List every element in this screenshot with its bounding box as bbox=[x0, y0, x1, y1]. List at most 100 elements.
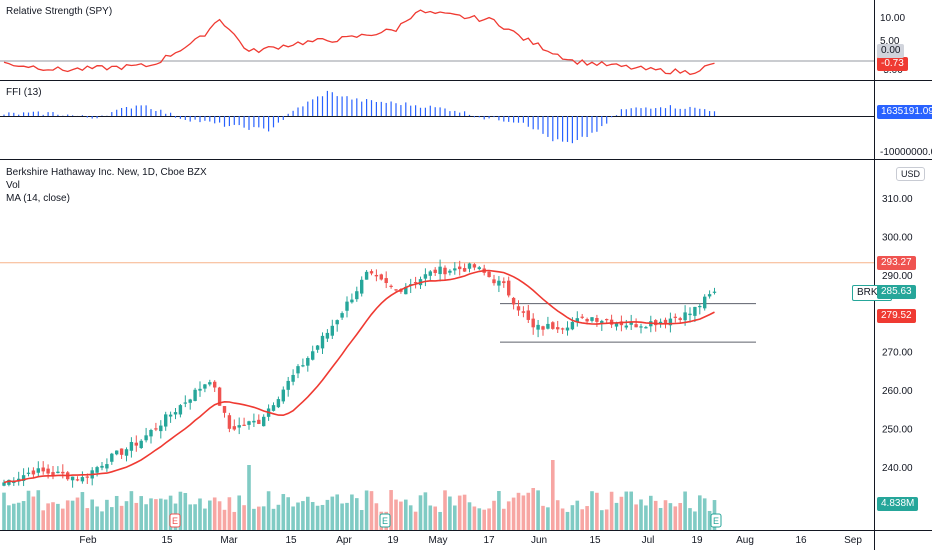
candle-body bbox=[95, 467, 99, 473]
volume-bar bbox=[575, 500, 580, 530]
volume-bar bbox=[634, 504, 638, 530]
rs-tick-label: 10.00 bbox=[880, 13, 905, 24]
rs-line bbox=[3, 9, 715, 76]
volume-bar bbox=[418, 495, 423, 530]
volume-bar bbox=[105, 499, 109, 530]
resistance-label: 293.27 bbox=[877, 256, 916, 270]
volume-bar bbox=[369, 491, 374, 530]
candle-body bbox=[198, 388, 202, 391]
candle-body bbox=[531, 318, 535, 328]
volume-bar bbox=[399, 501, 403, 530]
candle-body bbox=[678, 318, 682, 321]
volume-bar bbox=[41, 510, 45, 530]
volume-bar bbox=[604, 509, 609, 530]
candle-body bbox=[644, 327, 648, 329]
volume-bar bbox=[217, 501, 222, 530]
candle-body bbox=[703, 296, 707, 309]
volume-bar bbox=[271, 508, 276, 530]
volume-bar bbox=[129, 491, 134, 530]
candle-body bbox=[433, 269, 437, 273]
candle-body bbox=[521, 311, 526, 313]
volume-bar bbox=[212, 497, 217, 530]
candle-body bbox=[614, 323, 619, 327]
candle-body bbox=[291, 374, 295, 382]
candle-body bbox=[178, 405, 183, 415]
candle-body bbox=[575, 318, 579, 323]
candle-body bbox=[335, 320, 339, 325]
candle-body bbox=[21, 475, 26, 481]
candle-body bbox=[477, 267, 481, 270]
candle-body bbox=[698, 306, 702, 308]
volume-bar bbox=[693, 511, 697, 530]
volume-bars bbox=[2, 460, 717, 530]
volume-bar bbox=[673, 506, 678, 530]
price-tick-label: 290.00 bbox=[882, 271, 913, 282]
candle-body bbox=[222, 406, 227, 413]
currency-badge[interactable]: USD bbox=[896, 167, 926, 181]
volume-bar bbox=[595, 492, 599, 530]
candle-body bbox=[149, 430, 153, 437]
candle-body bbox=[7, 479, 11, 485]
candle-body bbox=[580, 316, 584, 318]
candle-body bbox=[526, 310, 530, 320]
volume-bar bbox=[453, 505, 457, 530]
volume-bar bbox=[306, 496, 310, 530]
candle-body bbox=[188, 399, 192, 403]
candle-body bbox=[119, 448, 124, 455]
volume-bar bbox=[492, 500, 496, 530]
candle-body bbox=[139, 440, 143, 448]
volume-bar bbox=[668, 503, 673, 530]
volume-bar bbox=[330, 496, 335, 530]
candle-body bbox=[286, 380, 290, 390]
volume-bar bbox=[257, 506, 261, 530]
volume-bar bbox=[428, 505, 433, 530]
volume-bar bbox=[159, 498, 163, 530]
earnings-letter: E bbox=[713, 516, 719, 526]
candle-body bbox=[658, 321, 663, 324]
time-axis-label: Aug bbox=[736, 535, 754, 546]
candle-body bbox=[193, 389, 197, 401]
candle-body bbox=[159, 425, 163, 432]
candle-body bbox=[384, 278, 388, 284]
candle-body bbox=[301, 365, 305, 367]
candle-body bbox=[110, 453, 114, 462]
volume-bar bbox=[227, 497, 232, 530]
volume-bar bbox=[404, 499, 408, 530]
candle-body bbox=[560, 328, 565, 330]
candle-body bbox=[364, 271, 369, 280]
time-axis-label: 15 bbox=[285, 535, 297, 546]
volume-bar bbox=[443, 490, 447, 530]
volume-bar bbox=[139, 496, 143, 530]
candle-body bbox=[639, 326, 643, 328]
volume-bar bbox=[85, 508, 90, 530]
candle-body bbox=[565, 327, 570, 331]
volume-bar bbox=[70, 500, 75, 530]
volume-bar bbox=[237, 495, 241, 530]
candle-body bbox=[271, 405, 276, 411]
volume-bar bbox=[541, 505, 545, 530]
volume-bar bbox=[36, 490, 41, 530]
candle-body bbox=[492, 279, 496, 284]
volume-bar bbox=[168, 495, 173, 530]
candle-body bbox=[693, 306, 697, 316]
volume-bar bbox=[555, 500, 560, 530]
candle-body bbox=[330, 325, 334, 336]
volume-bar bbox=[149, 498, 153, 530]
candle-body bbox=[458, 266, 462, 270]
candle-body bbox=[668, 318, 673, 326]
candle-body bbox=[629, 322, 633, 325]
volume-bar bbox=[56, 503, 60, 530]
time-axis-label: 15 bbox=[589, 535, 601, 546]
price-tick-label: 240.00 bbox=[882, 463, 913, 474]
volume-bar bbox=[315, 505, 320, 530]
volume-bar bbox=[649, 495, 653, 530]
candle-body bbox=[556, 327, 560, 330]
volume-bar bbox=[413, 511, 418, 530]
candle-body bbox=[590, 317, 594, 321]
candle-body bbox=[663, 319, 668, 323]
candle-body bbox=[511, 297, 516, 305]
candle-body bbox=[115, 450, 119, 455]
volume-bar bbox=[516, 492, 521, 530]
volume-bar bbox=[688, 508, 692, 530]
